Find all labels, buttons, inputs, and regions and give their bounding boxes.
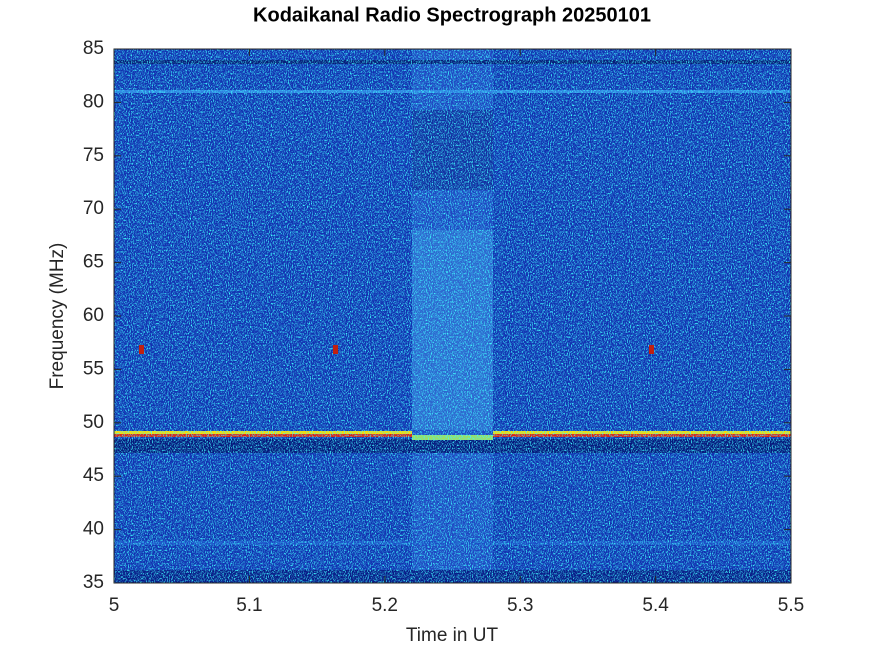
- x-tick-label: 5.2: [372, 595, 398, 616]
- y-tick-label: 50: [83, 412, 104, 433]
- y-tick-label: 60: [83, 305, 104, 326]
- chart-title: Kodaikanal Radio Spectrograph 20250101: [253, 4, 651, 26]
- x-tick-label: 5.1: [236, 595, 262, 616]
- y-axis-label: Frequency (MHz): [47, 243, 68, 390]
- x-tick-label: 5.5: [778, 595, 804, 616]
- x-tick-label: 5.3: [507, 595, 533, 616]
- y-tick-label: 35: [83, 572, 104, 593]
- x-tick-label: 5: [109, 595, 120, 616]
- y-tick-label: 65: [83, 252, 104, 273]
- x-tick-label: 5.4: [642, 595, 669, 616]
- spectrogram-image: [114, 49, 791, 583]
- y-tick-label: 80: [83, 91, 104, 112]
- y-tick-label: 85: [83, 38, 104, 59]
- y-tick-label: 45: [83, 465, 104, 486]
- y-tick-label: 40: [83, 519, 104, 540]
- y-tick-label: 55: [83, 358, 104, 379]
- x-axis-label: Time in UT: [406, 625, 499, 646]
- y-tick-label: 70: [83, 198, 104, 219]
- y-tick-label: 75: [83, 145, 104, 166]
